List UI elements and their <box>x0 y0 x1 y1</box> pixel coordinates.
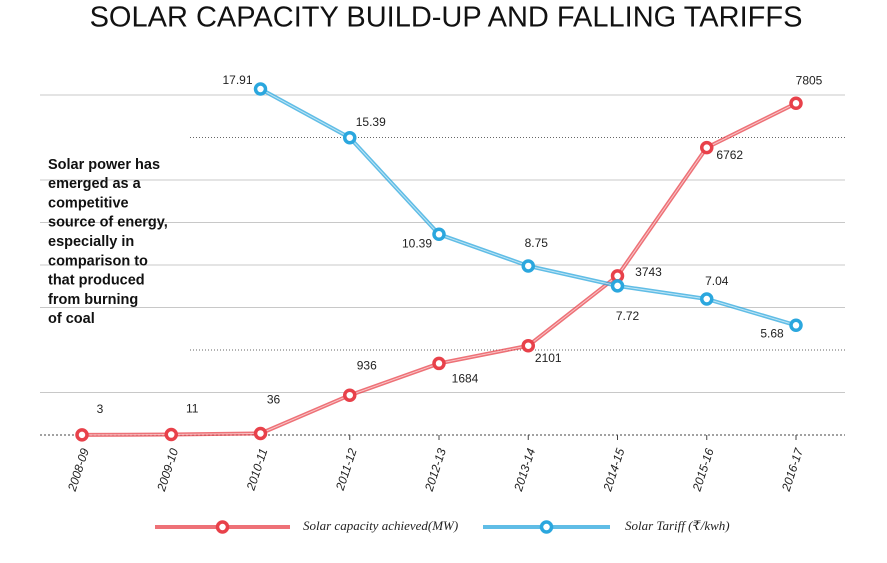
x-tick-label: 2010-11 <box>243 447 270 493</box>
point <box>253 82 268 96</box>
annotation-line: that produced <box>48 273 145 289</box>
x-tick-label: 2008-09 <box>65 446 92 493</box>
annotation-line: source of energy, <box>48 215 168 231</box>
x-tick-label: 2011-12 <box>333 446 360 493</box>
x-tick-label: 2012-13 <box>422 446 449 493</box>
series-line-highlight <box>81 102 797 436</box>
annotation-line: especially in <box>48 234 134 250</box>
data-label: 7.04 <box>705 274 729 288</box>
annotation-line: Solar power has <box>48 157 160 173</box>
legend-label: Solar capacity achieved(MW) <box>303 518 458 533</box>
data-label: 36 <box>267 393 281 407</box>
series-line <box>81 101 797 437</box>
point <box>610 279 625 293</box>
point <box>700 292 714 306</box>
data-label: 936 <box>357 358 377 372</box>
legend-marker <box>215 520 230 534</box>
annotation-line: emerged as a <box>48 176 142 192</box>
point <box>700 140 714 155</box>
data-label: 3 <box>97 402 104 416</box>
point <box>521 259 535 273</box>
data-label: 10.39 <box>402 236 432 250</box>
point <box>164 427 178 442</box>
series: 17.91 15.39 10.39 8.75 7.72 7.04 5.68 <box>222 73 803 340</box>
x-tick-label: 2013-14 <box>511 446 538 493</box>
point <box>432 227 446 242</box>
data-label: 3743 <box>635 265 662 279</box>
point <box>789 96 803 111</box>
data-label: 1684 <box>452 372 479 386</box>
annotation-line: of coal <box>48 311 95 327</box>
series: 3 11 36 936 1684 2101 3743 6762 7805 <box>75 73 823 442</box>
point <box>432 356 446 371</box>
point <box>253 426 268 441</box>
point <box>343 130 357 145</box>
data-label: 8.75 <box>525 236 549 250</box>
data-label: 15.39 <box>356 115 386 129</box>
data-label: 6762 <box>716 148 743 162</box>
annotation-line: comparison to <box>48 253 148 269</box>
data-label: 7.72 <box>616 309 640 323</box>
x-tick-label: 2009-10 <box>154 446 181 493</box>
data-label: 7805 <box>796 73 823 87</box>
data-label: 17.91 <box>222 73 252 87</box>
data-label: 5.68 <box>760 326 784 340</box>
x-tick-label: 2014-15 <box>600 446 627 493</box>
annotation-line: from burning <box>48 292 138 308</box>
point <box>789 318 803 333</box>
legend-label: Solar Tariff (₹/kwh) <box>625 518 730 533</box>
series-line <box>259 87 797 328</box>
legend-marker <box>539 520 554 534</box>
chart-title: SOLAR CAPACITY BUILD-UP AND FALLING TARI… <box>90 2 803 34</box>
data-label: 2101 <box>535 351 562 365</box>
point <box>521 338 535 353</box>
x-tick-label: 2015-16 <box>689 446 716 493</box>
x-tick-label: 2016-17 <box>779 445 807 493</box>
series-line-highlight <box>260 88 797 326</box>
annotation-line: competitive <box>48 195 129 211</box>
data-label: 11 <box>186 402 199 416</box>
point <box>75 428 89 442</box>
point <box>343 388 357 402</box>
